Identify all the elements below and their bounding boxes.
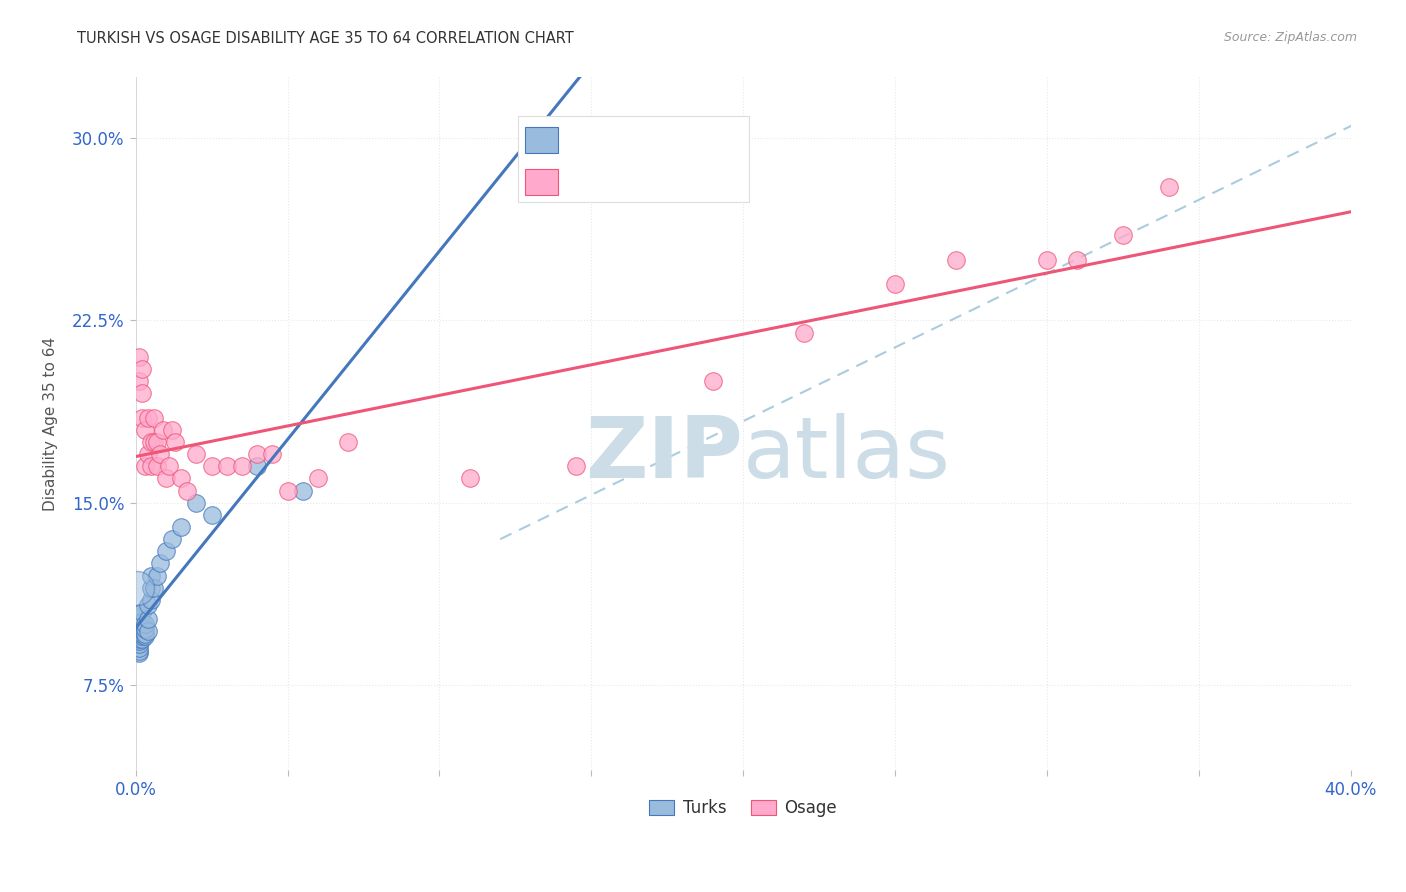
Point: [565, 459, 588, 474]
Point: [155, 544, 177, 558]
Point: [291, 483, 314, 498]
Point: [143, 434, 166, 449]
Text: ZIP: ZIP: [585, 413, 744, 496]
Point: [127, 581, 149, 595]
Point: [1112, 228, 1135, 243]
Point: [157, 459, 180, 474]
Point: [128, 622, 150, 636]
Point: [277, 483, 299, 498]
Point: [139, 568, 162, 582]
Text: TURKISH VS OSAGE DISABILITY AGE 35 TO 64 CORRELATION CHART: TURKISH VS OSAGE DISABILITY AGE 35 TO 64…: [77, 31, 574, 46]
Point: [215, 459, 238, 474]
Point: [134, 617, 156, 632]
Point: [128, 374, 150, 388]
Point: [134, 622, 156, 636]
Point: [155, 471, 177, 485]
Point: [152, 423, 174, 437]
Point: [128, 641, 150, 656]
Point: [1066, 252, 1088, 267]
Point: [1036, 252, 1059, 267]
Point: [149, 557, 172, 571]
Point: [128, 617, 150, 632]
Point: [945, 252, 967, 267]
Point: [136, 612, 159, 626]
Point: [170, 520, 193, 534]
Point: [186, 496, 208, 510]
Point: [131, 617, 153, 632]
Point: [131, 386, 153, 401]
Point: [128, 632, 150, 646]
Legend: Turks, Osage: Turks, Osage: [643, 793, 844, 824]
Point: [149, 447, 172, 461]
Point: [136, 598, 159, 612]
Point: [131, 629, 153, 643]
Point: [307, 471, 329, 485]
Point: [702, 374, 724, 388]
Point: [231, 459, 253, 474]
Point: [246, 459, 269, 474]
Point: [136, 447, 159, 461]
Point: [131, 622, 153, 636]
Text: Source: ZipAtlas.com: Source: ZipAtlas.com: [1223, 31, 1357, 45]
Point: [134, 629, 156, 643]
Point: [131, 632, 153, 646]
Point: [186, 447, 208, 461]
Point: [160, 532, 183, 546]
Point: [176, 483, 198, 498]
Point: [131, 362, 153, 376]
Point: [160, 423, 183, 437]
Point: [128, 646, 150, 660]
Point: [134, 627, 156, 641]
Point: [201, 459, 224, 474]
Point: [793, 326, 815, 340]
Text: atlas: atlas: [744, 413, 952, 496]
Point: [131, 627, 153, 641]
Point: [146, 568, 169, 582]
Point: [139, 581, 162, 595]
Y-axis label: Disability Age 35 to 64: Disability Age 35 to 64: [44, 336, 58, 511]
Point: [146, 459, 169, 474]
Point: [128, 644, 150, 658]
Point: [131, 410, 153, 425]
Point: [136, 410, 159, 425]
Point: [139, 459, 162, 474]
Point: [146, 434, 169, 449]
Point: [201, 508, 224, 522]
Point: [262, 447, 284, 461]
Point: [337, 434, 360, 449]
Point: [143, 410, 166, 425]
Point: [128, 637, 150, 651]
Point: [170, 471, 193, 485]
Point: [139, 593, 162, 607]
Point: [136, 624, 159, 639]
Point: [131, 615, 153, 629]
Point: [128, 634, 150, 648]
Point: [128, 624, 150, 639]
Point: [128, 615, 150, 629]
Point: [131, 605, 153, 619]
Point: [128, 627, 150, 641]
Point: [143, 581, 166, 595]
Point: [139, 434, 162, 449]
Point: [128, 607, 150, 622]
Point: [128, 610, 150, 624]
Point: [246, 447, 269, 461]
Point: [134, 459, 156, 474]
Point: [1157, 179, 1180, 194]
Point: [884, 277, 907, 291]
Point: [458, 471, 481, 485]
Point: [165, 434, 187, 449]
Point: [134, 423, 156, 437]
Point: [128, 350, 150, 364]
Point: [128, 629, 150, 643]
